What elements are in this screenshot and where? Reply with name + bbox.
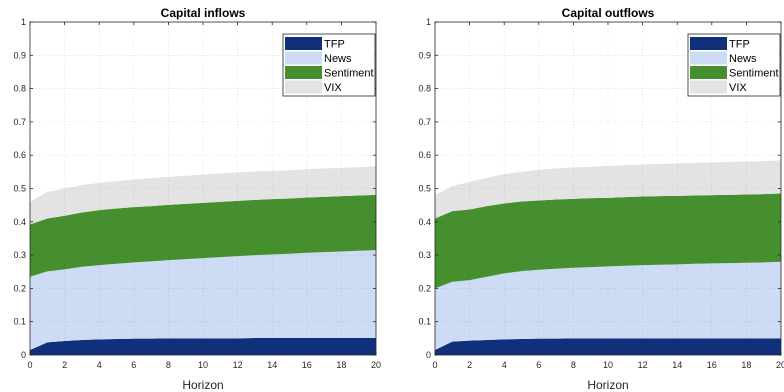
y-tick-label: 0.3 [418,250,431,260]
y-tick-label: 0.8 [13,84,26,94]
y-tick-label: 0.3 [13,250,26,260]
x-tick-label: 16 [707,360,717,370]
y-tick-label: 0.4 [13,217,26,227]
x-tick-label: 0 [432,360,437,370]
legend-label-vix: VIX [729,82,747,94]
x-axis-label: Horizon [587,378,628,392]
legend-label-tfp: TFP [324,39,345,51]
x-tick-label: 8 [571,360,576,370]
area-sentiment [30,194,376,277]
area-vix [30,166,376,225]
y-tick-label: 1 [426,17,431,27]
x-tick-label: 4 [97,360,102,370]
legend-swatch-tfp [285,37,322,50]
legend-swatch-sentiment [690,66,727,79]
y-tick-label: 0.9 [418,50,431,60]
legend-swatch-sentiment [285,66,322,79]
x-tick-label: 4 [502,360,507,370]
legend-swatch-tfp [690,37,727,50]
chart-panel-2: 00.10.20.30.40.50.60.70.80.910 2 4 6 8 10 12 14… [418,6,784,392]
area-tfp [435,338,781,355]
area-tfp [30,338,376,355]
legend-label-news: News [324,53,352,65]
area-news [30,250,376,350]
x-tick-label: 2 [62,360,67,370]
x-tick-label: 14 [267,360,277,370]
chart-panel-1: 00.10.20.30.40.50.60.70.80.910 2 4 6 8 10 12 14… [13,6,381,392]
y-tick-label: 0.5 [13,184,26,194]
x-tick-label: 20 [776,360,784,370]
y-tick-label: 0 [426,350,431,360]
x-axis-label: Horizon [182,378,223,392]
y-tick-label: 0.7 [13,117,26,127]
x-tick-label: 0 [27,360,32,370]
legend-label-news: News [729,53,757,65]
x-tick-label: 2 [467,360,472,370]
x-tick-label: 6 [131,360,136,370]
x-tick-label: 8 [166,360,171,370]
y-tick-label: 0.6 [13,150,26,160]
y-tick-label: 0.2 [13,283,26,293]
y-tick-label: 0.8 [418,84,431,94]
y-tick-label: 0.4 [418,217,431,227]
x-tick-label: 10 [198,360,208,370]
x-tick-label: 6 [536,360,541,370]
area-sentiment [435,193,781,289]
legend-label-tfp: TFP [729,39,750,51]
x-tick-label: 12 [233,360,243,370]
y-tick-label: 0.7 [418,117,431,127]
x-tick-label: 18 [741,360,751,370]
legend-swatch-vix [690,80,727,94]
y-tick-label: 0 [21,350,26,360]
legend-swatch-vix [285,80,322,94]
area-news [435,261,781,350]
y-tick-label: 0.5 [418,184,431,194]
legend-label-sentiment: Sentiment [729,68,779,80]
x-tick-label: 18 [336,360,346,370]
area-vix [435,160,781,219]
x-tick-label: 20 [371,360,381,370]
x-tick-label: 14 [672,360,682,370]
y-tick-label: 0.1 [13,317,26,327]
x-tick-label: 12 [638,360,648,370]
legend-label-sentiment: Sentiment [324,68,374,80]
legend: TFP News Sentiment VIX [687,33,781,97]
y-tick-label: 1 [21,17,26,27]
y-tick-label: 0.2 [418,283,431,293]
x-tick-label: 10 [603,360,613,370]
y-tick-label: 0.9 [13,50,26,60]
x-tick-label: 16 [302,360,312,370]
legend: TFP News Sentiment VIX [282,33,376,97]
legend-label-vix: VIX [324,82,342,94]
y-tick-label: 0.6 [418,150,431,160]
chart-title: Capital outflows [562,6,655,20]
y-tick-label: 0.1 [418,317,431,327]
legend-swatch-news [285,51,322,65]
legend-swatch-news [690,51,727,65]
chart-title: Capital inflows [161,6,246,20]
